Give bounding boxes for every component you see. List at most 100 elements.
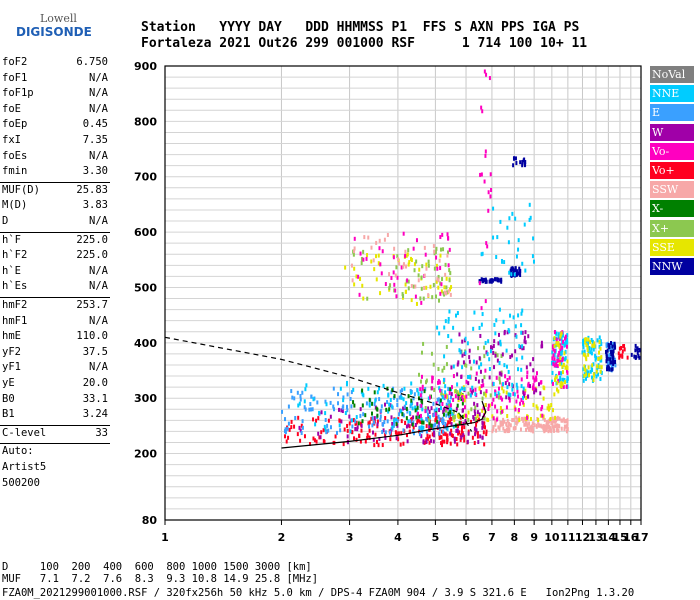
data-point (541, 413, 544, 418)
data-point (515, 334, 518, 339)
data-point (595, 364, 598, 369)
data-point (511, 382, 514, 387)
data-point (557, 353, 560, 358)
param-name: foF1 (2, 71, 28, 84)
data-point (400, 265, 403, 270)
data-point (533, 387, 536, 392)
data-point (556, 426, 559, 431)
data-point (354, 421, 357, 426)
param-separator (0, 181, 110, 183)
param-row: h`E N/A (2, 265, 108, 281)
data-point (372, 258, 375, 263)
data-point (499, 395, 502, 400)
param-value: N/A (89, 87, 108, 100)
data-point (357, 274, 360, 279)
data-point (463, 413, 466, 418)
data-point (434, 412, 437, 417)
data-point (452, 364, 455, 369)
param-row: MUF(D) 25.83 (2, 184, 108, 200)
data-point (496, 358, 499, 363)
data-point (467, 431, 470, 436)
data-point (595, 369, 598, 374)
data-point (464, 350, 467, 355)
data-point (284, 430, 287, 435)
data-point (478, 412, 481, 417)
data-point (473, 440, 476, 445)
data-point (623, 343, 626, 348)
data-point (349, 429, 352, 434)
data-point (399, 389, 402, 394)
data-point (445, 413, 448, 418)
data-point (524, 330, 527, 335)
data-point (334, 434, 337, 439)
data-point (441, 439, 444, 444)
data-point (425, 417, 428, 422)
data-point (420, 395, 423, 400)
data-point (413, 392, 416, 397)
param-value: 25.83 (76, 183, 108, 196)
data-point (418, 425, 421, 430)
data-point (487, 406, 490, 411)
param-row: fxI 7.35 (2, 134, 108, 150)
data-point (344, 265, 347, 270)
data-point (322, 428, 325, 433)
data-point (447, 398, 450, 403)
data-point (412, 246, 415, 251)
param-note: Auto: (2, 445, 34, 458)
data-point (379, 262, 382, 267)
data-point (494, 331, 497, 336)
data-point (430, 425, 433, 430)
data-point (585, 357, 588, 362)
data-point (606, 362, 609, 367)
data-point (400, 395, 403, 400)
data-point (414, 422, 417, 427)
data-point (371, 416, 374, 421)
data-point (452, 409, 455, 414)
data-point (494, 353, 497, 358)
data-point (446, 426, 449, 431)
data-point (537, 417, 540, 422)
data-point (421, 264, 424, 269)
data-point (467, 391, 470, 396)
data-point (447, 289, 450, 294)
data-point (371, 430, 374, 435)
data-point (448, 278, 451, 283)
data-point (478, 356, 481, 361)
data-point (439, 266, 442, 271)
data-point (598, 340, 601, 345)
data-point (421, 386, 424, 391)
data-point (521, 163, 524, 168)
data-point (421, 384, 424, 389)
data-point (523, 335, 526, 340)
data-point (514, 216, 517, 221)
data-point (455, 428, 458, 433)
data-point (450, 365, 453, 370)
data-point (425, 439, 428, 444)
data-point (417, 391, 420, 396)
data-point (394, 288, 397, 293)
y-tick-label: 800 (134, 115, 157, 128)
data-point (613, 357, 616, 362)
data-point (592, 378, 595, 383)
data-point (359, 251, 362, 256)
param-value: N/A (89, 149, 108, 162)
data-point (599, 339, 602, 344)
data-point (467, 429, 470, 434)
param-name: fmin (2, 165, 28, 178)
param-value: N/A (89, 264, 108, 277)
data-point (351, 278, 354, 283)
data-point (431, 386, 434, 391)
data-point (476, 434, 479, 439)
data-point (550, 403, 553, 408)
lowell-digisonde-logo: Lowell DIGISONDE (4, 8, 92, 48)
data-point (584, 340, 587, 345)
header-values: Fortaleza 2021 Out26 299 001000 RSF 1 71… (141, 36, 588, 51)
param-name: M(D) (2, 199, 28, 212)
data-point (483, 391, 486, 396)
data-point (459, 437, 462, 442)
param-separator (0, 424, 110, 426)
data-point (419, 419, 422, 424)
data-point (401, 412, 404, 417)
data-point (486, 352, 489, 357)
data-point (599, 377, 602, 382)
